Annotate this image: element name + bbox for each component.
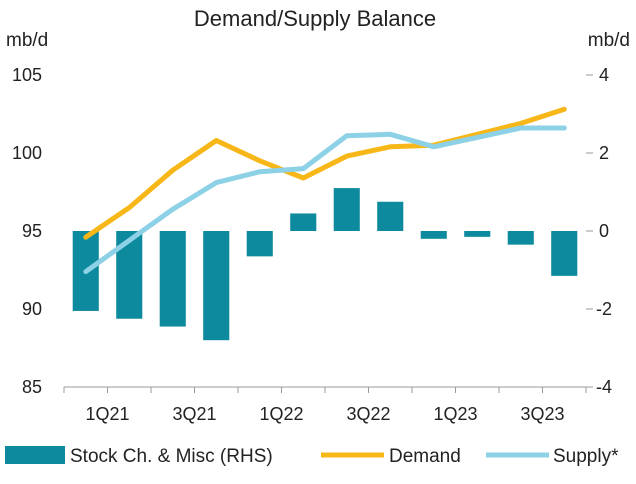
supply-line	[83, 125, 567, 275]
bar-series-stock-change	[72, 188, 578, 341]
bar	[290, 213, 317, 231]
bar	[507, 231, 534, 245]
legend-label-demand: Demand	[389, 446, 461, 467]
left-axis: 85 90 95 100 105	[12, 65, 42, 397]
bar	[159, 231, 186, 327]
bar	[333, 188, 360, 231]
left-tick-label: 105	[12, 65, 42, 85]
x-tick-label: 1Q21	[85, 404, 129, 424]
x-tick-label: 3Q22	[346, 404, 390, 424]
x-tick-label: 3Q21	[172, 404, 216, 424]
chart-title: Demand/Supply Balance	[194, 6, 436, 31]
right-axis: -4 -2 0 2 4	[586, 65, 612, 397]
bar	[551, 231, 578, 276]
bar	[377, 201, 404, 231]
bar	[464, 231, 491, 237]
left-axis-unit-label: mb/d	[6, 30, 48, 51]
right-tick-label: 4	[599, 65, 609, 85]
left-tick-label: 90	[22, 299, 42, 319]
legend-swatch-stock-change	[5, 446, 65, 464]
right-tick-label: -4	[596, 377, 612, 397]
bar	[203, 231, 230, 341]
bar	[420, 231, 447, 239]
right-tick-label: -2	[596, 299, 612, 319]
demand-line	[83, 106, 567, 240]
left-tick-label: 85	[22, 377, 42, 397]
x-axis: 1Q21 3Q21 1Q22 3Q22 1Q23 3Q23	[63, 387, 587, 424]
left-tick-label: 95	[22, 221, 42, 241]
legend-label-stock-change: Stock Ch. & Misc (RHS)	[70, 446, 273, 467]
right-axis-unit-label: mb/d	[588, 30, 630, 51]
right-tick-label: 2	[599, 143, 609, 163]
right-tick-label: 0	[599, 221, 609, 241]
legend-label-supply: Supply*	[553, 446, 619, 467]
x-tick-label: 1Q23	[433, 404, 477, 424]
x-tick-label: 1Q22	[259, 404, 303, 424]
line-series	[83, 106, 567, 275]
x-tick-label: 3Q23	[520, 404, 564, 424]
left-tick-label: 100	[12, 143, 42, 163]
legend: Stock Ch. & Misc (RHS) Demand Supply*	[5, 446, 619, 467]
bar	[246, 231, 273, 257]
